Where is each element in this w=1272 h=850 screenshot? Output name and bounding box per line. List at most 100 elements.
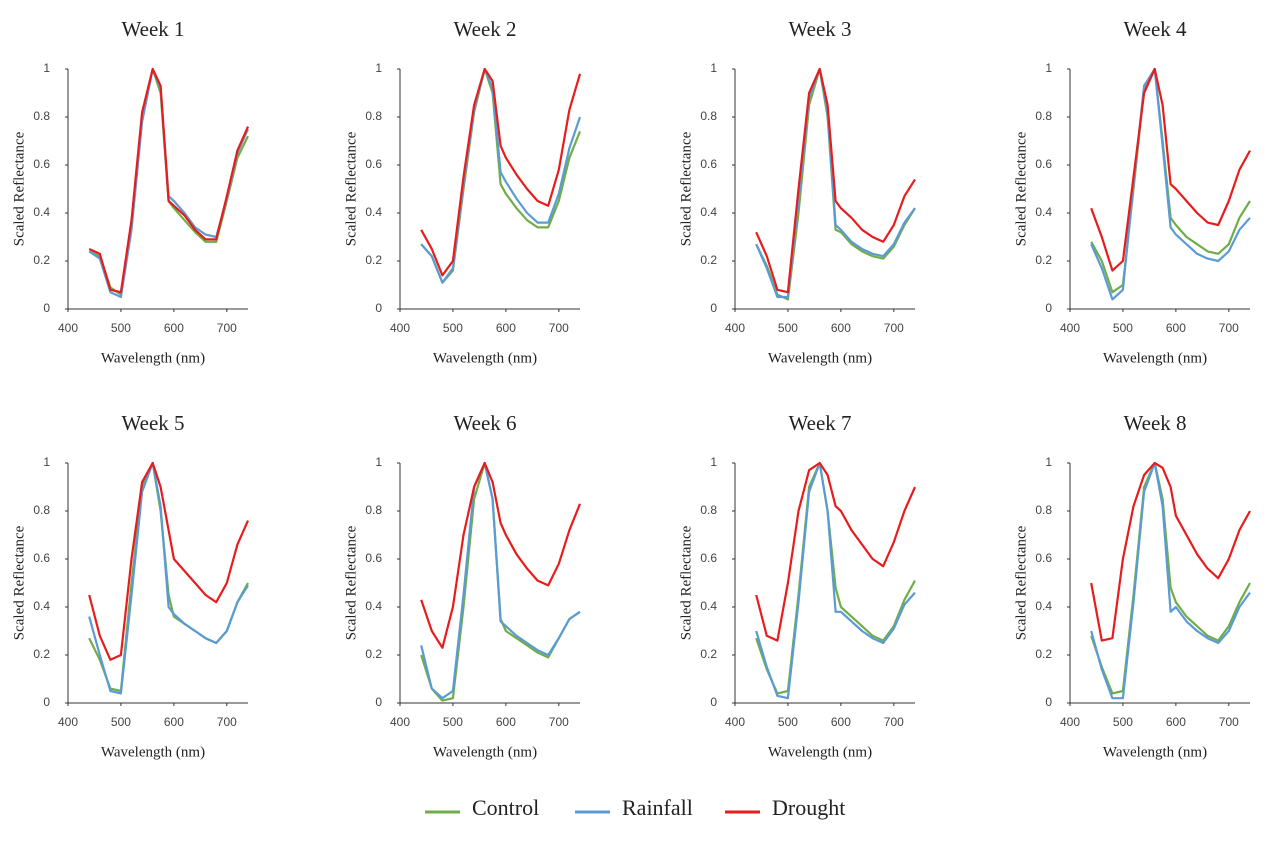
series-line — [420, 67, 582, 284]
x-tick-label: 400 — [1060, 321, 1080, 335]
y-tick-label: 0.8 — [1035, 109, 1052, 123]
x-tick-label: 500 — [1113, 321, 1133, 335]
series-line — [1090, 67, 1251, 272]
series-line — [755, 67, 916, 301]
series-line — [755, 461, 917, 642]
y-tick-label: 0 — [375, 301, 382, 315]
y-axis-label: Scaled Reflectance — [1013, 131, 1029, 246]
chart-title: Week 7 — [788, 411, 851, 435]
y-tick-label: 0.8 — [33, 503, 50, 517]
y-tick-label: 0 — [375, 695, 382, 709]
legend-label: Control — [472, 795, 539, 820]
y-tick-label: 1 — [710, 61, 717, 75]
series-line — [1090, 461, 1251, 642]
y-tick-label: 0.6 — [700, 157, 717, 171]
y-tick-label: 0.4 — [365, 205, 382, 219]
y-tick-label: 0.2 — [1035, 253, 1052, 267]
chart-title: Week 6 — [453, 411, 516, 435]
y-tick-label: 1 — [375, 61, 382, 75]
y-axis-label: Scaled Reflectance — [11, 131, 27, 246]
x-tick-label: 700 — [884, 321, 904, 335]
y-tick-label: 0.2 — [700, 253, 717, 267]
y-tick-label: 0.6 — [365, 551, 382, 565]
chart-title: Week 2 — [453, 17, 516, 41]
y-tick-label: 0.2 — [33, 647, 50, 661]
x-tick-label: 500 — [443, 715, 463, 729]
y-tick-label: 1 — [1045, 61, 1052, 75]
series-line — [1090, 461, 1251, 700]
series-line — [88, 461, 249, 695]
x-tick-label: 400 — [390, 715, 410, 729]
x-tick-label: 500 — [443, 321, 463, 335]
x-tick-label: 700 — [217, 715, 237, 729]
x-tick-label: 400 — [390, 321, 410, 335]
x-tick-label: 700 — [217, 321, 237, 335]
x-tick-label: 700 — [549, 321, 569, 335]
series-line — [420, 461, 581, 702]
y-tick-label: 0.8 — [700, 503, 717, 517]
chart-title: Week 5 — [121, 411, 184, 435]
series-line — [420, 67, 582, 277]
y-tick-label: 0.4 — [1035, 599, 1052, 613]
y-axis-label: Scaled Reflectance — [11, 525, 27, 640]
x-tick-label: 500 — [778, 715, 798, 729]
series-line — [755, 67, 916, 299]
y-tick-label: 0.4 — [700, 599, 717, 613]
y-tick-label: 0.8 — [33, 109, 50, 123]
y-tick-label: 0.4 — [365, 599, 382, 613]
x-axis-label: Wavelength (nm) — [768, 350, 872, 366]
x-tick-label: 700 — [549, 715, 569, 729]
y-tick-label: 0.8 — [365, 503, 382, 517]
series-line — [1090, 67, 1251, 301]
y-tick-label: 0.8 — [700, 109, 717, 123]
y-tick-label: 1 — [375, 455, 382, 469]
y-tick-label: 1 — [43, 61, 50, 75]
x-tick-label: 500 — [778, 321, 798, 335]
x-tick-label: 600 — [496, 321, 516, 335]
x-tick-label: 700 — [1219, 321, 1239, 335]
x-tick-label: 600 — [496, 715, 516, 729]
y-tick-label: 0 — [43, 695, 50, 709]
x-axis-label: Wavelength (nm) — [101, 744, 205, 760]
series-line — [88, 461, 249, 693]
x-tick-label: 400 — [1060, 715, 1080, 729]
y-tick-label: 0.2 — [365, 647, 382, 661]
x-tick-label: 500 — [111, 715, 131, 729]
y-tick-label: 0.6 — [1035, 551, 1052, 565]
y-tick-label: 0.4 — [700, 205, 717, 219]
y-tick-label: 1 — [710, 455, 717, 469]
x-axis-label: Wavelength (nm) — [1103, 350, 1207, 366]
y-axis-label: Scaled Reflectance — [1013, 525, 1029, 640]
chart-title: Week 3 — [788, 17, 851, 41]
y-tick-label: 0 — [1045, 301, 1052, 315]
x-tick-label: 600 — [831, 321, 851, 335]
x-tick-label: 700 — [884, 715, 904, 729]
x-axis-label: Wavelength (nm) — [1103, 744, 1207, 760]
legend-label: Rainfall — [622, 795, 693, 820]
x-tick-label: 600 — [164, 715, 184, 729]
x-tick-label: 400 — [725, 321, 745, 335]
y-tick-label: 0.2 — [33, 253, 50, 267]
y-tick-label: 0.6 — [700, 551, 717, 565]
x-tick-label: 600 — [1166, 321, 1186, 335]
y-tick-label: 0.2 — [700, 647, 717, 661]
series-line — [755, 67, 916, 294]
y-tick-label: 0.4 — [33, 205, 50, 219]
y-tick-label: 0.8 — [1035, 503, 1052, 517]
y-tick-label: 0 — [43, 301, 50, 315]
y-tick-label: 0.2 — [1035, 647, 1052, 661]
chart-title: Week 4 — [1123, 17, 1187, 41]
y-tick-label: 0.8 — [365, 109, 382, 123]
series-line — [88, 461, 250, 661]
y-tick-label: 0 — [1045, 695, 1052, 709]
y-tick-label: 0.6 — [1035, 157, 1052, 171]
y-tick-label: 0.6 — [365, 157, 382, 171]
y-tick-label: 1 — [43, 455, 50, 469]
series-line — [88, 67, 250, 299]
series-line — [1090, 461, 1251, 695]
x-tick-label: 600 — [164, 321, 184, 335]
y-tick-label: 0.2 — [365, 253, 382, 267]
x-axis-label: Wavelength (nm) — [433, 350, 537, 366]
x-tick-label: 600 — [1166, 715, 1186, 729]
x-tick-label: 500 — [111, 321, 131, 335]
